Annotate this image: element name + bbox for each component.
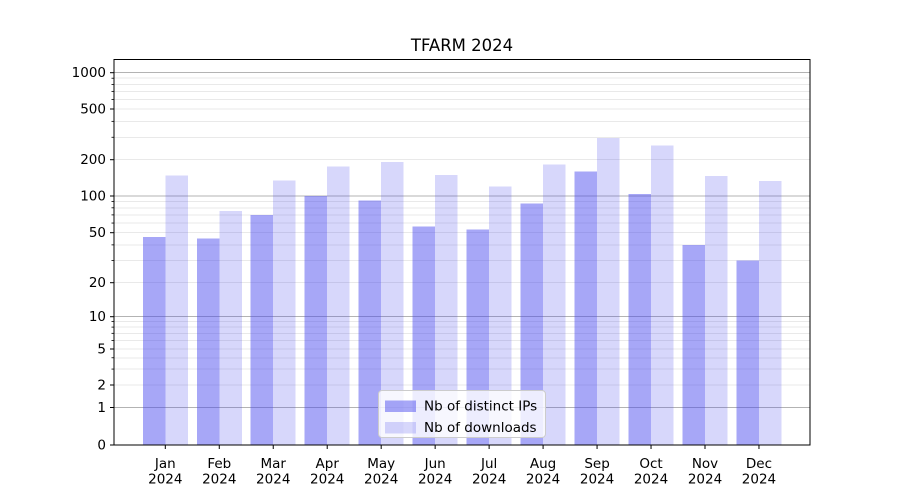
bar-ips-feb [196,238,220,445]
plot-border [113,59,811,446]
bar-ips-oct [628,193,652,445]
grid-layer [114,72,810,408]
x-tick-label-year: 2024 [310,472,344,488]
y-tick-label: 50 [89,225,106,241]
x-tick-label-month: May [367,456,395,472]
bar-downloads-apr [327,166,350,445]
x-tick-label-year: 2024 [688,472,722,488]
legend-box [378,390,546,438]
axes-layer: 01251020501002005001000Jan2024Feb2024Mar… [72,59,811,488]
y-tick-label: 200 [80,152,106,168]
bars-layer [142,138,782,446]
x-tick-label-year: 2024 [580,472,614,488]
x-tick-label-month: Apr [316,456,340,472]
bar-downloads-feb [219,211,242,445]
x-tick-label-year: 2024 [634,472,668,488]
x-tick-label-month: Mar [260,456,286,472]
chart-title: TFARM 2024 [410,36,513,55]
bar-ips-sep [574,171,598,445]
bar-downloads-nov [705,176,728,446]
bar-ips-nov [682,244,705,445]
y-tick-label: 20 [89,275,106,291]
legend-swatch-downloads [385,422,416,434]
x-tick-label-year: 2024 [418,472,452,488]
x-tick-label-month: Nov [692,456,718,472]
x-tick-label-year: 2024 [148,472,182,488]
legend-label-downloads: Nb of downloads [424,420,537,436]
legend-swatch-distinct-ips [385,400,416,412]
y-tick-label: 0 [97,438,106,454]
x-tick-label-year: 2024 [526,472,560,488]
bar-ips-aug [520,203,544,445]
bar-ips-may [358,200,382,445]
y-tick-label: 10 [89,309,106,325]
bar-downloads-dec [758,181,782,445]
y-tick-label: 1 [97,400,106,416]
y-tick-label: 2 [97,378,106,394]
bar-downloads-jun [435,175,458,446]
bar-downloads-sep [597,138,620,445]
x-tick-label-month: Feb [207,456,231,472]
y-tick-label: 1000 [72,65,106,81]
bar-ips-jan [142,237,166,445]
x-tick-label-month: Sep [584,456,609,472]
legend-label-distinct-ips: Nb of distinct IPs [424,399,537,415]
bar-downloads-oct [651,145,674,445]
x-tick-label-year: 2024 [202,472,236,488]
bar-downloads-may [381,161,404,446]
y-tick-label: 500 [80,102,106,118]
x-tick-label-month: Jan [154,456,176,472]
x-tick-label-month: Jul [480,456,497,472]
bar-downloads-aug [543,164,566,445]
x-tick-label-month: Jun [424,456,446,472]
x-tick-label-year: 2024 [472,472,506,488]
bar-ips-apr [304,196,328,445]
bar-ips-mar [250,214,274,445]
y-tick-label: 5 [97,342,106,358]
x-tick-label-month: Dec [746,456,772,472]
x-tick-label-year: 2024 [742,472,776,488]
x-tick-label-month: Oct [639,456,662,472]
legend: Nb of distinct IPs Nb of downloads [378,390,546,438]
y-tick-label: 100 [80,189,106,205]
x-tick-label-month: Aug [530,456,556,472]
x-tick-label-year: 2024 [256,472,290,488]
bar-downloads-mar [273,180,296,445]
bar-downloads-jul [489,186,512,446]
bar-ips-dec [736,260,759,445]
bar-downloads-jan [165,175,188,446]
x-tick-label-year: 2024 [364,472,398,488]
